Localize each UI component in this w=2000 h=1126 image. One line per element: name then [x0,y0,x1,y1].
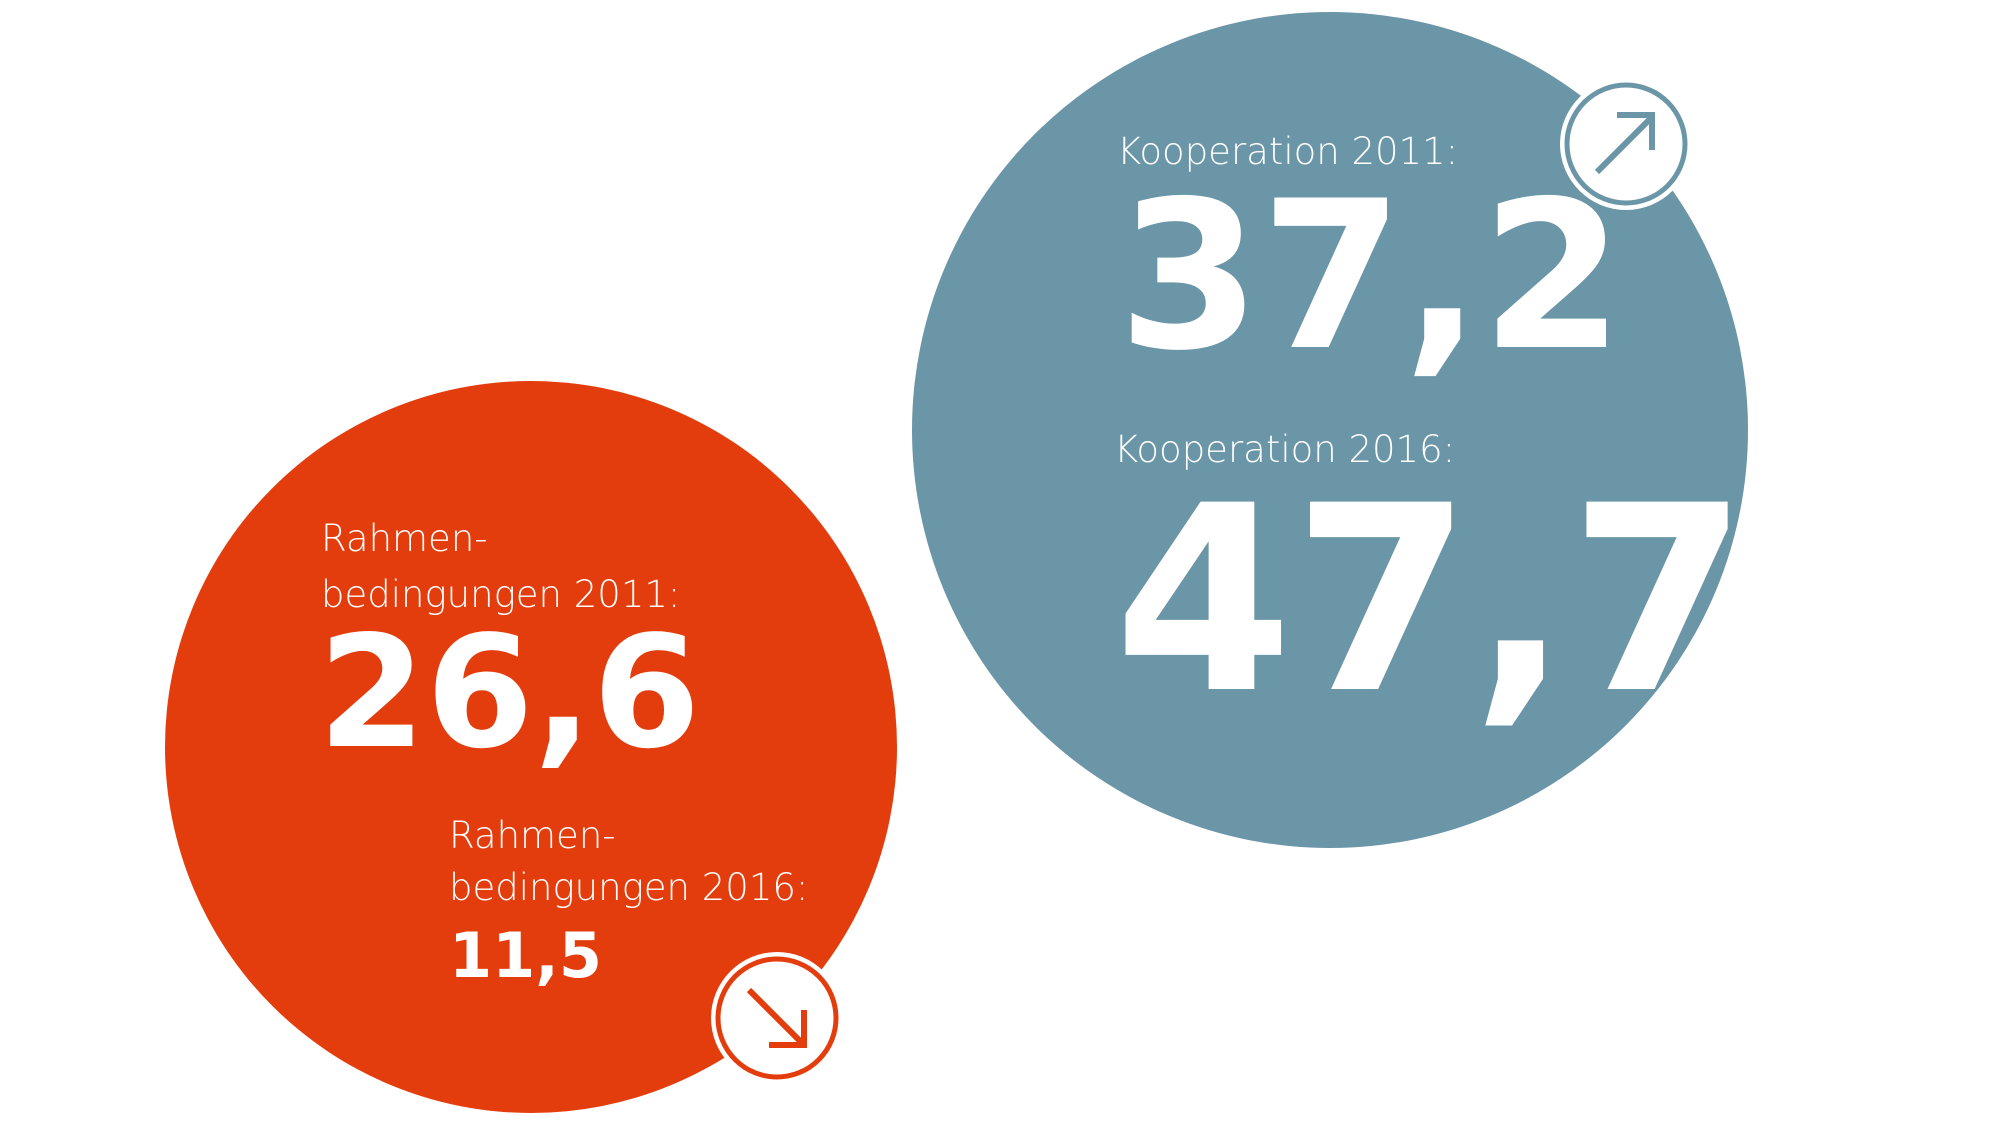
label: Rahmen- [321,517,488,560]
label: Kooperation 2011: [1117,130,1458,173]
label: Kooperation 2016: [1114,428,1455,471]
value: 37,2 [1118,158,1624,396]
arrow-down [746,987,807,1048]
value: 47,7 [1114,450,1748,750]
label: Rahmen- [449,814,616,857]
arrow-up [1594,112,1655,175]
label: bedingungen 2011: [321,573,680,616]
conditions-circle [165,381,897,1113]
value: 11,5 [449,919,602,992]
cooperation-circle [912,12,1748,848]
label: bedingungen 2016: [449,866,808,909]
value: 26,6 [318,602,700,783]
